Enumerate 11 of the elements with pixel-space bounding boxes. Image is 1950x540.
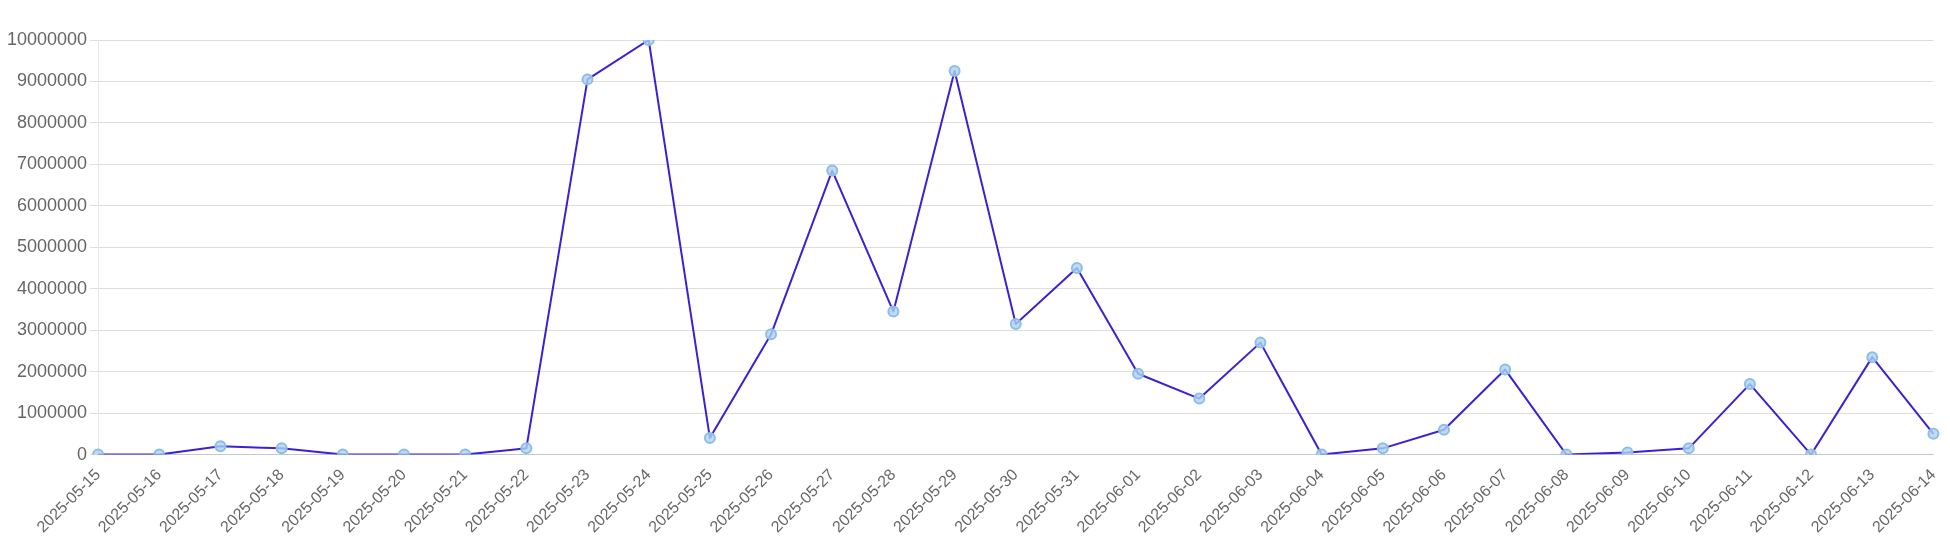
y-tick-label: 5000000 [17,236,88,257]
y-tick-label: 6000000 [17,194,88,215]
y-tick-label: 7000000 [17,153,88,174]
y-tick-label: 9000000 [17,70,88,91]
y-tick-label: 0 [77,443,88,464]
y-tick-label: 4000000 [17,277,88,298]
y-tick-label: 10000000 [6,28,88,49]
y-tick-label: 1000000 [17,402,88,423]
y-tick-label: 2000000 [17,360,88,381]
y-tick-label: 8000000 [17,111,88,132]
y-tick-label: 3000000 [17,319,88,340]
